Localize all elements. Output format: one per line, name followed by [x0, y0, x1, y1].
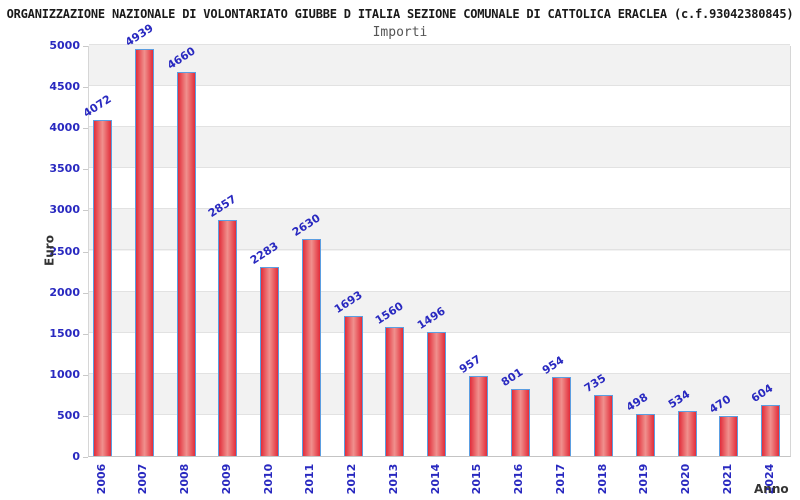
x-tick-label: 2010	[261, 463, 275, 495]
x-tick-label: 2009	[219, 463, 233, 495]
y-tick-label: 3000	[49, 203, 80, 216]
grid-band	[89, 168, 790, 210]
grid-band	[89, 45, 790, 87]
x-tick-label: 2013	[386, 463, 400, 495]
y-tick-mark	[83, 375, 88, 376]
y-tick-mark	[83, 169, 88, 170]
x-tick-label: 2019	[637, 463, 651, 495]
y-tick-mark	[83, 128, 88, 129]
grid-band	[89, 209, 790, 251]
y-tick-mark	[83, 457, 88, 458]
gridline	[89, 291, 790, 292]
x-tick-label: 2017	[553, 463, 567, 495]
gridline	[89, 85, 790, 86]
gridline	[89, 249, 790, 250]
bar	[552, 377, 572, 456]
x-tick-label: 2011	[303, 463, 317, 495]
y-tick-mark	[83, 210, 88, 211]
y-tick-mark	[83, 46, 88, 47]
chart-subtitle: Importi	[372, 25, 428, 40]
grid-band	[89, 250, 790, 292]
bar	[176, 72, 196, 456]
bar	[677, 411, 697, 456]
y-axis-title: Euro	[42, 235, 57, 266]
gridline	[89, 208, 790, 209]
bar	[343, 316, 363, 456]
x-tick-label: 2008	[178, 463, 191, 495]
bar	[719, 416, 739, 456]
grid-band	[89, 291, 790, 333]
bar	[260, 267, 279, 456]
y-tick-label: 500	[57, 409, 80, 422]
x-tick-label: 2018	[595, 463, 609, 495]
y-tick-label: 2500	[49, 245, 80, 258]
y-tick-label: 4000	[49, 121, 80, 134]
y-tick-label: 3500	[49, 162, 80, 175]
grid-band	[89, 127, 790, 169]
gridline	[89, 44, 790, 45]
bar	[635, 414, 655, 456]
plot-area	[88, 44, 791, 457]
y-tick-label: 1500	[49, 327, 80, 340]
y-tick-mark	[83, 334, 88, 335]
x-tick-label: 2007	[136, 463, 150, 495]
bar	[218, 220, 238, 456]
y-tick-mark	[83, 252, 88, 253]
y-tick-label: 4500	[49, 80, 80, 93]
x-tick-label: 2012	[345, 463, 358, 495]
bar	[301, 239, 321, 456]
bar	[594, 395, 613, 456]
y-tick-label: 1000	[49, 368, 80, 381]
bar	[468, 376, 488, 456]
bar	[93, 120, 112, 456]
y-tick-label: 5000	[49, 39, 80, 52]
bar	[761, 405, 780, 456]
y-tick-mark	[83, 87, 88, 88]
y-tick-label: 2000	[49, 286, 80, 299]
x-tick-label: 2016	[512, 463, 525, 495]
gridline	[89, 167, 790, 168]
x-tick-label: 2014	[428, 463, 442, 495]
bar	[427, 332, 446, 456]
y-tick-label: 0	[72, 450, 80, 463]
x-tick-label: 2015	[470, 463, 484, 495]
x-tick-label: 2006	[94, 463, 108, 495]
chart-title: ORGANIZZAZIONE NAZIONALE DI VOLONTARIATO…	[6, 7, 794, 21]
x-tick-label: 2021	[720, 463, 734, 495]
gridline	[89, 126, 790, 127]
grid-band	[89, 86, 790, 128]
bar	[134, 49, 154, 456]
y-tick-mark	[83, 293, 88, 294]
x-axis-title: Anno	[754, 482, 789, 496]
x-tick-label: 2020	[679, 463, 692, 495]
y-tick-mark	[83, 416, 88, 417]
bar	[510, 389, 530, 456]
bar	[385, 327, 405, 456]
